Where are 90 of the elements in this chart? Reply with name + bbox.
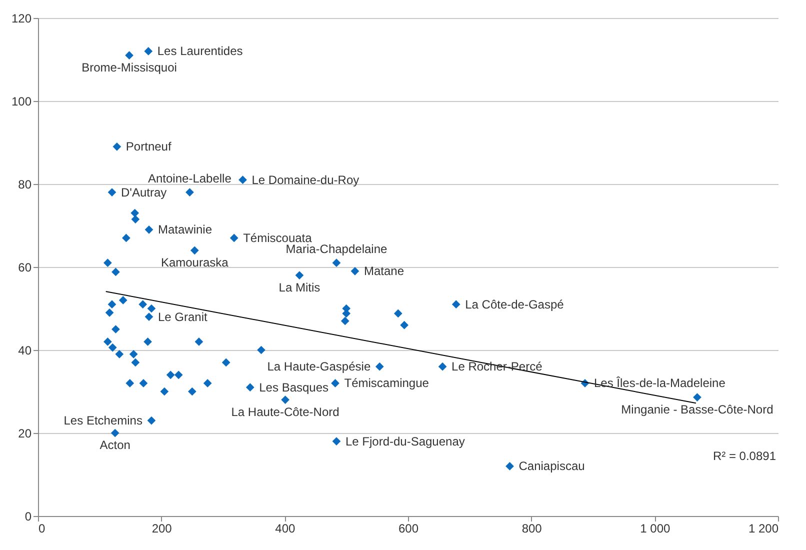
annotation: Matawinie — [158, 222, 212, 237]
y-tick-label: 120 — [11, 12, 32, 26]
point — [452, 300, 460, 309]
point — [110, 428, 120, 438]
point — [340, 316, 350, 326]
annotation: La Haute-Gaspésie — [267, 360, 371, 374]
point — [147, 416, 156, 425]
x-tick-label: 200 — [152, 522, 172, 536]
point — [144, 225, 154, 234]
point — [190, 246, 199, 255]
point — [144, 338, 152, 346]
point — [129, 350, 138, 358]
point — [104, 338, 112, 346]
point — [105, 308, 114, 317]
point — [112, 268, 120, 276]
annotation: Acton — [100, 438, 130, 452]
point — [203, 379, 212, 388]
point — [122, 234, 130, 242]
x-tick-label: 800 — [522, 522, 542, 536]
annotation: Minganie - Basse-Côte-Nord — [621, 402, 774, 416]
point — [115, 350, 124, 358]
annotation: R² = 0.0891 — [712, 449, 776, 464]
point — [257, 346, 266, 354]
point — [194, 338, 204, 346]
annotation: D'Autray — [121, 185, 167, 200]
point — [125, 51, 134, 60]
x-tick-label: 0 — [38, 522, 46, 536]
x-tick-label: 400 — [275, 522, 296, 536]
y-tick-label: 0 — [24, 510, 32, 524]
point — [331, 379, 340, 388]
point — [108, 188, 116, 196]
point — [332, 437, 341, 446]
point — [332, 258, 341, 268]
annotation: Le Granit — [158, 310, 208, 324]
point — [238, 176, 247, 184]
y-tick-label: 40 — [18, 344, 32, 358]
annotation: Témiscamingue — [344, 376, 430, 390]
annotation: Antoine-Labelle — [148, 171, 232, 186]
y-tick-label: 100 — [11, 94, 32, 108]
point — [144, 47, 153, 56]
point — [506, 462, 514, 470]
point — [166, 370, 175, 380]
annotation: Kamouraska — [160, 255, 229, 270]
point — [438, 362, 447, 371]
point — [174, 370, 183, 380]
point — [222, 358, 230, 367]
x-tick-label: 1 000 — [640, 522, 671, 536]
point — [350, 266, 360, 276]
point — [188, 387, 196, 396]
annotation: La Mitis — [278, 280, 320, 294]
point — [281, 396, 290, 404]
annotation: Caniapiscau — [518, 459, 585, 474]
point — [230, 234, 238, 242]
annotation: Brome-Missisquoi — [82, 60, 177, 74]
point — [160, 387, 169, 396]
annotation: La Haute-Côte-Nord — [231, 404, 340, 419]
point — [246, 383, 254, 392]
point — [139, 379, 148, 388]
point — [186, 188, 194, 196]
point — [130, 208, 139, 218]
x-tick-label: 600 — [398, 522, 419, 536]
point — [112, 325, 120, 334]
y-tick-label: 20 — [18, 426, 32, 440]
point — [126, 379, 134, 388]
annotation: La Côte-de-Gaspé — [465, 297, 564, 312]
point — [400, 320, 408, 330]
annotation: Les Basques — [259, 380, 329, 394]
point — [295, 271, 304, 280]
annotation: Les Etchemins — [64, 414, 142, 428]
annotation: Les Laurentides — [157, 44, 243, 58]
point — [108, 300, 116, 309]
point — [693, 393, 702, 402]
point — [108, 343, 117, 352]
y-tick-label: 60 — [18, 260, 32, 274]
annotation: Le Fjord-du-Saguenay — [345, 434, 465, 448]
point — [131, 358, 140, 367]
annotation: Matane — [364, 264, 404, 278]
y-tick-label: 80 — [18, 178, 32, 192]
point — [144, 312, 154, 321]
point — [138, 300, 148, 309]
annotation: Portneuf — [126, 140, 172, 154]
x-tick-label: 1 200 — [748, 522, 779, 536]
point — [375, 362, 384, 371]
point — [131, 215, 140, 224]
annotation: Le Domaine-du-Roy — [252, 172, 360, 187]
point — [104, 258, 112, 268]
point — [112, 142, 122, 151]
point — [147, 304, 156, 313]
point — [118, 296, 128, 304]
point — [394, 309, 402, 318]
